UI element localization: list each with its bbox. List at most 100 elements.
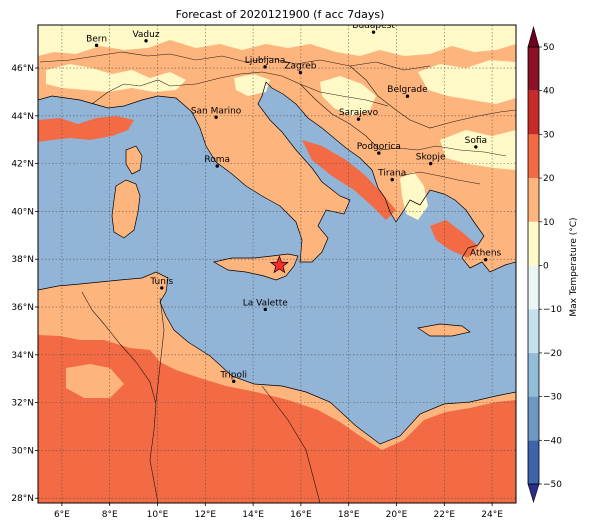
colorbar-bin <box>528 309 539 353</box>
mild-region-apennine <box>234 74 270 96</box>
city-dot <box>214 115 218 119</box>
city-dot <box>215 164 219 168</box>
mild-region-pindus <box>400 172 428 220</box>
lat-tick-label: 30°N <box>11 446 34 456</box>
city-dot <box>263 65 267 69</box>
country-borders <box>39 51 516 503</box>
longitude-axis: 6°E 8°E 10°E 12°E 14°E 16°E 18°E 20°E 22°E 24°E <box>54 503 503 520</box>
city-label: Tripoli <box>219 370 247 380</box>
lon-tick-label: 8°E <box>102 510 118 520</box>
coastlines <box>38 81 516 445</box>
lat-tick-label: 40°N <box>11 207 34 217</box>
colorbar-tick-label: 20 <box>543 174 555 184</box>
sardinia <box>112 180 140 238</box>
colorbar-bin <box>528 221 539 266</box>
colorbar-tick-label: −30 <box>543 393 562 403</box>
city-label: Podgorica <box>357 142 401 152</box>
colorbar-bin <box>528 265 539 310</box>
city-label: Skopje <box>416 153 446 163</box>
corsica <box>126 146 142 174</box>
city-label: Belgrade <box>387 85 428 95</box>
colorbar-tick-label: 0 <box>543 262 549 272</box>
city-dot <box>428 161 433 166</box>
city-dot <box>371 30 376 34</box>
city-dot <box>144 39 148 43</box>
colorbar-bin <box>528 90 539 135</box>
city-dot <box>263 307 267 312</box>
colorbar-bin <box>528 134 539 179</box>
city-dot <box>232 379 236 384</box>
city-label: Athens <box>470 249 501 259</box>
city-label: Sarajevo <box>339 108 379 118</box>
colorbar-tick-label: −40 <box>543 436 562 446</box>
city-dot <box>94 43 99 48</box>
city-label: Vaduz <box>132 30 159 40</box>
lat-tick-label: 38°N <box>11 255 34 265</box>
city-dot <box>390 177 394 182</box>
city-label: Tirana <box>377 169 406 179</box>
city-label: Budapest <box>352 21 395 31</box>
colorbar-tick-label: 50 <box>543 43 555 53</box>
chart-title: Forecast of 2020121900 (f acc 7days) <box>176 8 385 21</box>
lon-tick-label: 16°E <box>290 510 312 520</box>
lat-tick-label: 46°N <box>11 64 34 74</box>
colorbar-bin <box>528 440 539 484</box>
colorbar-bin <box>528 178 539 222</box>
colorbar-label: Max Temperature (°C) <box>569 217 579 316</box>
colorbar-extend-max <box>527 25 540 48</box>
lon-tick-label: 14°E <box>242 510 264 520</box>
lon-tick-label: 20°E <box>386 510 408 520</box>
mild-region-rhodope <box>440 130 516 170</box>
city-label: Bern <box>86 34 107 44</box>
colorbar-tick-label: 10 <box>543 218 555 228</box>
city-dot <box>298 70 303 75</box>
city-label: Ljubljana <box>245 56 286 66</box>
lon-tick-label: 6°E <box>54 510 70 520</box>
colorbar-bin <box>528 47 539 91</box>
mild-region-dinaric <box>320 76 376 116</box>
hot-region-greece <box>430 220 478 258</box>
colorbar-bin <box>528 352 539 397</box>
city-label: Zagreb <box>284 62 316 72</box>
city-label: Tunis <box>149 277 173 287</box>
colorbar-bin <box>528 396 539 441</box>
city-dot <box>377 151 381 155</box>
colorbar-tick-label: −10 <box>543 305 562 315</box>
hot-region-alps <box>38 116 134 142</box>
gridlines <box>38 25 516 503</box>
city-label: Sofia <box>465 136 487 146</box>
city-dot <box>356 117 361 121</box>
city-label: La Valette <box>243 298 288 308</box>
lon-tick-label: 22°E <box>433 510 455 520</box>
colorbar-tick-label: −50 <box>543 480 562 490</box>
lon-tick-label: 10°E <box>147 510 169 520</box>
city-label: Roma <box>204 155 230 165</box>
colorbar-tick-label: −20 <box>543 349 562 359</box>
location-marker <box>269 255 289 274</box>
city-dot <box>474 145 478 149</box>
lat-tick-label: 34°N <box>11 351 34 361</box>
city-label: San Marino <box>191 106 242 116</box>
mild-region-carpathian <box>418 60 516 104</box>
map-frame <box>37 24 517 504</box>
lat-tick-label: 28°N <box>11 494 34 504</box>
lat-tick-label: 42°N <box>11 160 34 170</box>
lat-tick-label: 44°N <box>11 112 34 122</box>
star-marker <box>269 255 289 274</box>
latitude-axis: 28°N 30°N 32°N 34°N 36°N 38°N 40°N 42°N 44°N 46°N <box>11 64 38 504</box>
lon-tick-label: 18°E <box>338 510 360 520</box>
colorbar: −50 −40 −30 −20 −10 0 10 20 30 40 50 <box>527 25 562 504</box>
mild-region-alps <box>46 64 186 92</box>
hot-region-sahara <box>38 335 516 503</box>
lon-tick-label: 12°E <box>194 510 216 520</box>
colorbar-extend-min <box>527 483 540 504</box>
colorbar-tick-label: 40 <box>543 87 555 97</box>
colorbar-tick-label: 30 <box>543 130 555 140</box>
lon-tick-label: 24°E <box>481 510 503 520</box>
lat-tick-label: 36°N <box>11 303 34 313</box>
lat-tick-label: 32°N <box>11 399 34 409</box>
city-dot <box>405 94 410 98</box>
